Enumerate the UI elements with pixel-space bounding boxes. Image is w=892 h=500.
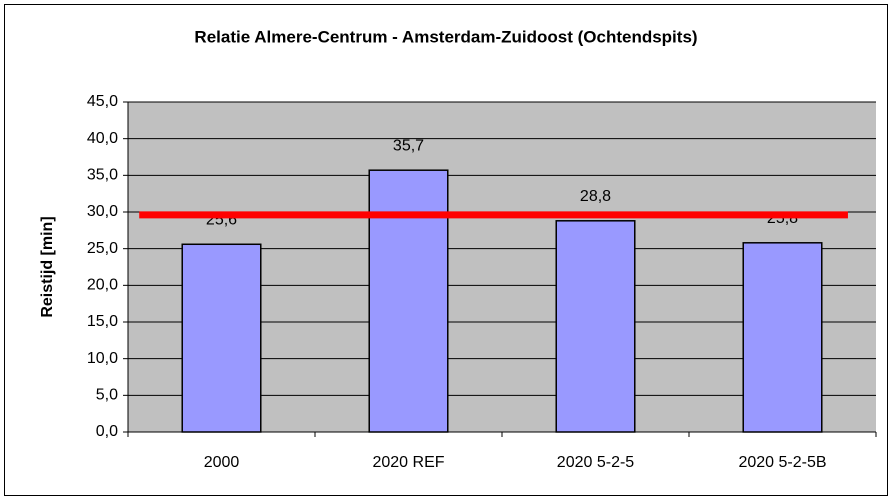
bar — [555, 220, 636, 433]
y-axis-title: Reistijd [min] — [39, 216, 56, 317]
bar — [368, 169, 449, 433]
chart-title: Relatie Almere-Centrum - Amsterdam-Zuido… — [194, 27, 697, 46]
y-tick-label: 15,0 — [87, 313, 118, 330]
bar — [742, 242, 823, 433]
data-label: 35,7 — [393, 137, 424, 154]
x-tick-label: 2000 — [204, 454, 240, 471]
data-label: 28,8 — [580, 188, 611, 205]
x-tick-label: 2020 REF — [372, 454, 444, 471]
bar — [181, 243, 262, 433]
y-tick-label: 40,0 — [87, 130, 118, 147]
y-tick-label: 0,0 — [96, 423, 118, 440]
y-tick-label: 25,0 — [87, 240, 118, 257]
y-tick-label: 5,0 — [96, 387, 118, 404]
y-tick-label: 35,0 — [87, 167, 118, 184]
y-tick-label: 45,0 — [87, 93, 118, 110]
y-tick-label: 10,0 — [87, 350, 118, 367]
x-tick-label: 2020 5-2-5 — [557, 454, 634, 471]
y-tick-label: 20,0 — [87, 277, 118, 294]
x-tick-label: 2020 5-2-5B — [738, 454, 826, 471]
y-tick-label: 30,0 — [87, 203, 118, 220]
